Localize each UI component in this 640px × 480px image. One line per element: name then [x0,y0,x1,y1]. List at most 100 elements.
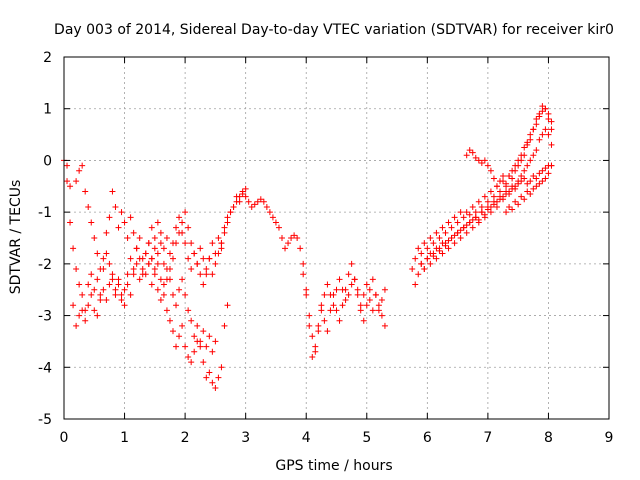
data-point [539,108,546,115]
data-point [194,322,201,329]
y-tick-label: -5 [38,412,52,428]
data-point [76,312,83,319]
data-point [185,224,192,231]
data-point [427,260,434,267]
data-point [288,235,295,241]
data-point [527,178,534,185]
data-point [521,196,528,203]
data-point [442,242,449,249]
data-point [375,307,382,314]
data-point [200,255,207,262]
data-point [242,185,249,192]
data-point [466,147,473,154]
data-point [179,219,186,226]
data-point [200,359,207,366]
data-point [118,297,125,304]
data-point [439,240,446,247]
data-point [200,281,207,288]
data-point [124,271,131,278]
data-point [82,317,89,324]
data-point [197,245,204,252]
data-point [154,260,161,267]
y-tick-labels: 2 1 0 -1 -2 -3 -4 -5 [38,50,52,428]
data-point [542,105,549,112]
data-point [545,110,552,117]
y-tick-label: -2 [38,257,52,273]
data-point [115,276,122,283]
data-point [188,266,195,273]
data-point [333,286,340,293]
data-point [457,227,464,234]
data-point [545,116,552,123]
data-point [339,302,346,309]
data-point [521,175,528,182]
data-point [67,183,74,190]
data-point [203,266,210,273]
y-tick-label: 2 [43,50,52,66]
data-point [191,333,198,340]
data-point [76,167,83,174]
data-point [418,260,425,267]
data-point [503,209,510,216]
data-point [188,240,195,247]
data-point [484,162,491,169]
data-point [312,348,319,355]
data-point [330,302,337,309]
data-point [527,136,534,143]
data-point [154,286,161,293]
data-point [536,136,543,143]
data-point [354,291,361,298]
data-point [430,253,437,260]
data-point [487,209,494,216]
data-point [360,317,367,324]
data-point [251,201,258,208]
x-tick-labels: 0 1 2 3 4 5 6 7 8 9 [60,430,614,446]
data-point [209,240,216,247]
data-point [151,245,158,252]
data-point [303,286,310,293]
data-point [221,224,228,231]
data-point [506,203,513,210]
data-point [136,235,143,241]
data-point [106,260,113,267]
data-point [475,198,482,205]
data-point [188,359,195,366]
data-point [366,297,373,304]
data-point [503,180,510,187]
data-point [548,126,555,133]
data-point [67,219,74,226]
data-point [73,266,80,273]
data-point [303,291,310,298]
data-point [336,317,343,324]
data-point [121,286,128,293]
data-point [209,379,216,386]
data-point [348,260,355,267]
data-point [91,286,98,293]
data-point [309,353,316,360]
data-point [130,271,137,278]
data-point [109,188,116,195]
data-point [539,178,546,185]
data-point [445,237,452,244]
x-tick-label: 8 [544,430,553,446]
data-point [133,260,140,267]
data-point [73,178,80,185]
x-tick-label: 6 [423,430,432,446]
data-point [73,322,80,329]
data-point [142,271,149,278]
data-point [294,235,301,241]
data-point [457,209,464,216]
data-point [445,245,452,252]
data-point [481,211,488,218]
data-point [381,286,388,293]
data-point [97,291,104,298]
data-point [318,302,325,309]
data-point [85,302,92,309]
data-point [124,281,131,288]
data-point [145,260,152,267]
data-point [378,297,385,304]
data-point [260,198,267,205]
data-point [466,211,473,218]
data-point [436,235,443,241]
data-point [221,322,228,329]
